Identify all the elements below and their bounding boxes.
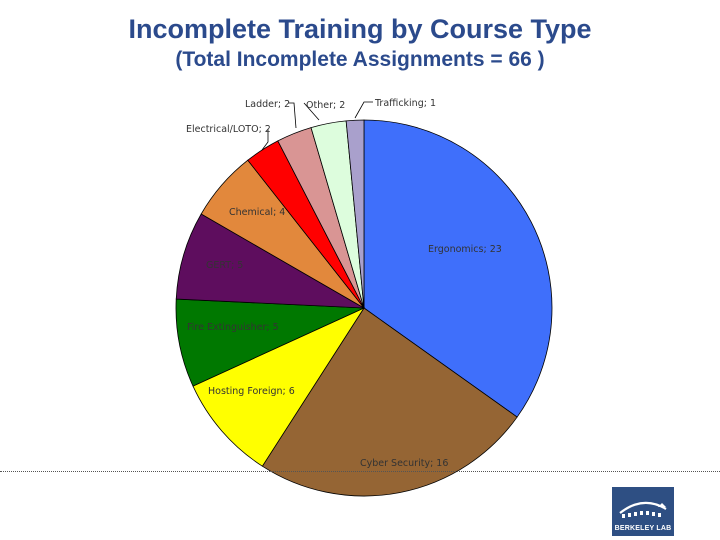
slice-label: Other; 2 bbox=[306, 100, 345, 111]
logo-text: BERKELEY LAB bbox=[614, 525, 672, 532]
footer-divider bbox=[0, 471, 720, 472]
pie-slice-ergonomics bbox=[363, 119, 553, 418]
leader-line bbox=[354, 101, 373, 119]
slice-label: Ladder; 2 bbox=[245, 99, 290, 110]
leader-line bbox=[261, 129, 269, 151]
leader-lines bbox=[261, 101, 373, 151]
slice-label: Ergonomics; 23 bbox=[428, 244, 502, 255]
leader-line bbox=[288, 102, 297, 129]
slice-label: Fire Extinguisher; 5 bbox=[187, 322, 279, 333]
slice-label: Hosting Foreign; 6 bbox=[208, 386, 295, 397]
slice-label: Cyber Security; 16 bbox=[360, 458, 448, 469]
chart-subtitle: (Total Incomplete Assignments = 66 ) bbox=[175, 48, 545, 71]
leader-line bbox=[303, 102, 320, 121]
slice-label: Chemical; 4 bbox=[229, 207, 285, 218]
pie-slice-cyber-security bbox=[261, 307, 518, 497]
slice-label: GERT; 5 bbox=[206, 260, 243, 271]
slice-labels: Ergonomics; 23 Cyber Security; 16 Hosting … bbox=[186, 98, 502, 469]
pie-slice-trafficking bbox=[345, 119, 365, 309]
chart-title: Incomplete Training by Course Type bbox=[128, 14, 592, 44]
lab-building-icon bbox=[619, 501, 667, 518]
slice-label: Trafficking; 1 bbox=[374, 98, 436, 109]
slice-label: Electrical/LOTO; 2 bbox=[186, 124, 271, 135]
berkeley-lab-logo: BERKELEY LAB bbox=[612, 487, 674, 536]
pie-slices bbox=[175, 119, 553, 497]
pie-slice-hosting-foreign bbox=[192, 307, 366, 467]
